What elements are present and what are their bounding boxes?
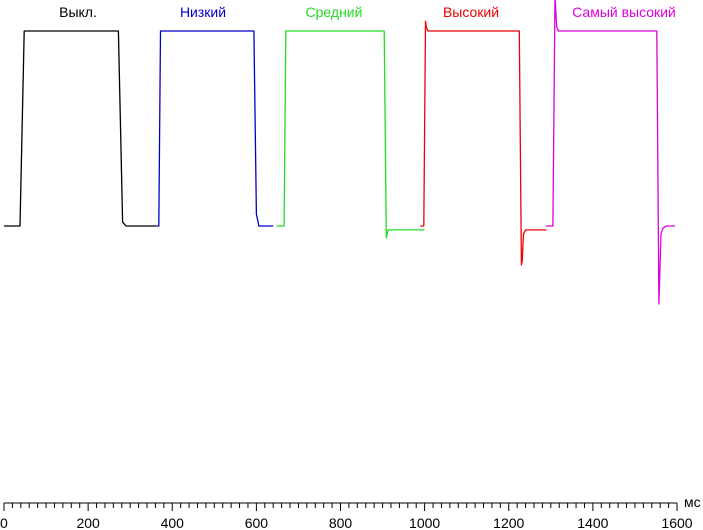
series-layer — [4, 0, 675, 305]
x-tick-label: 600 — [245, 515, 269, 530]
series-label-4: Высокий — [443, 4, 499, 20]
x-tick-label: 1600 — [661, 515, 692, 530]
series-labels: Выкл. Низкий Средний Высокий Самый высокий — [59, 4, 676, 20]
series-label-3: Средний — [306, 4, 363, 20]
series-label-1: Выкл. — [59, 4, 97, 20]
series-line-4 — [420, 20, 547, 266]
x-tick-label: 1000 — [409, 515, 440, 530]
x-tick-label: 1200 — [493, 515, 524, 530]
x-axis-unit-label: мс — [684, 494, 701, 510]
series-label-2: Низкий — [180, 4, 226, 20]
series-line-1 — [4, 30, 157, 227]
x-tick-label: 1400 — [577, 515, 608, 530]
x-tick-label: 0 — [0, 515, 8, 530]
series-line-3 — [276, 30, 425, 239]
series-line-5 — [545, 0, 675, 305]
x-tick-label: 400 — [161, 515, 185, 530]
x-axis: 0 200 400 600 800 1000 1200 1400 1600 мс — [0, 494, 701, 530]
series-line-2 — [156, 30, 274, 227]
x-tick-label: 800 — [329, 515, 353, 530]
series-label-5: Самый высокий — [572, 4, 676, 20]
x-tick-label: 200 — [76, 515, 100, 530]
